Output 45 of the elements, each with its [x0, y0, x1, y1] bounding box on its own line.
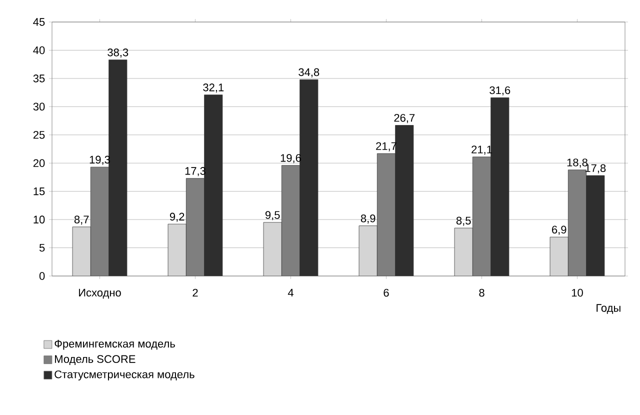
x-tick-label: 4	[288, 288, 294, 296]
x-tick-label: Исходно	[79, 288, 121, 299]
data-label: 31,6	[490, 86, 510, 96]
data-label: 8,5	[456, 216, 471, 226]
legend-label: Статусметрическая модель	[54, 370, 194, 380]
data-label: 18,8	[567, 158, 588, 168]
y-tick-label: 10	[34, 216, 45, 224]
x-tick-label: 10	[572, 288, 583, 297]
data-label: 32,1	[203, 84, 224, 93]
legend-label: Модель SCORE	[55, 355, 136, 365]
bar	[550, 236, 568, 276]
x-tick-label: 6	[384, 288, 389, 297]
data-label: 34,8	[298, 68, 320, 78]
legend-label: Фремингемская модель	[54, 340, 175, 350]
y-tick-label: 5	[39, 244, 45, 252]
y-tick-label: 0	[39, 272, 45, 280]
y-tick-label: 40	[33, 46, 45, 54]
bar	[376, 153, 396, 276]
y-tick-label: 35	[33, 74, 45, 82]
bar	[72, 226, 91, 276]
data-label: 8,9	[360, 214, 376, 224]
y-tick-label: 30	[33, 102, 45, 111]
data-label: 17,8	[586, 164, 606, 174]
x-axis-title: Годы	[596, 304, 620, 314]
bar	[90, 166, 110, 276]
data-label: 6,9	[552, 226, 566, 235]
data-label: 38,3	[108, 48, 128, 58]
bar	[168, 224, 186, 276]
data-label: 26,7	[394, 114, 415, 124]
bar	[472, 156, 492, 276]
y-tick-label: 45	[33, 18, 45, 26]
data-label: 9,2	[170, 212, 184, 222]
y-tick-label: 15	[34, 188, 45, 196]
x-tick-label: 2	[192, 288, 198, 297]
data-label: 8,7	[74, 216, 89, 225]
y-tick-label: 25	[33, 130, 45, 139]
data-label: 9,5	[265, 211, 280, 220]
bar	[263, 222, 282, 276]
bar	[186, 178, 205, 276]
x-tick-label: 8	[479, 288, 484, 297]
bar	[281, 165, 300, 276]
bar	[454, 228, 473, 276]
y-tick-label: 20	[33, 159, 45, 168]
bar	[358, 226, 378, 276]
bar	[568, 170, 587, 276]
